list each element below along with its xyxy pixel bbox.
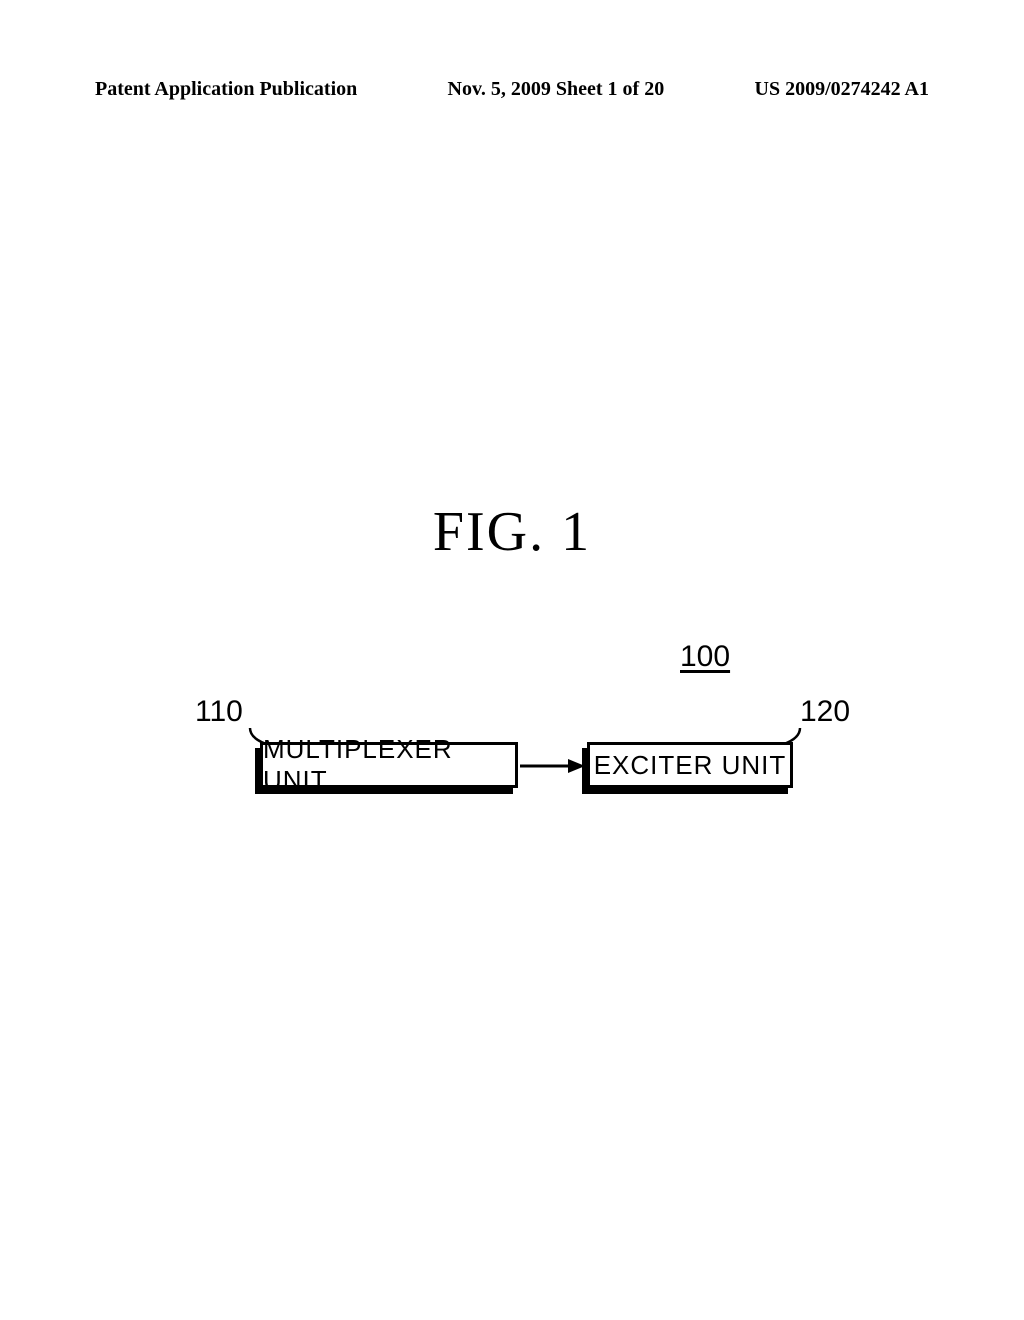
multiplexer-block: MULTIPLEXER UNIT (260, 742, 518, 788)
arrow-multiplexer-to-exciter (520, 758, 585, 774)
reference-numeral-system: 100 (680, 640, 730, 674)
header-publication: Patent Application Publication (95, 78, 357, 101)
header-patent-number: US 2009/0274242 A1 (755, 78, 929, 101)
reference-numeral-exciter: 120 (800, 695, 850, 729)
exciter-block: EXCITER UNIT (587, 742, 793, 788)
multiplexer-label: MULTIPLEXER UNIT (263, 734, 515, 796)
exciter-label: EXCITER UNIT (594, 750, 787, 781)
figure-title: FIG. 1 (433, 500, 591, 564)
header-date-sheet: Nov. 5, 2009 Sheet 1 of 20 (448, 78, 665, 101)
reference-numeral-multiplexer: 110 (195, 695, 243, 729)
page-header: Patent Application Publication Nov. 5, 2… (0, 78, 1024, 101)
